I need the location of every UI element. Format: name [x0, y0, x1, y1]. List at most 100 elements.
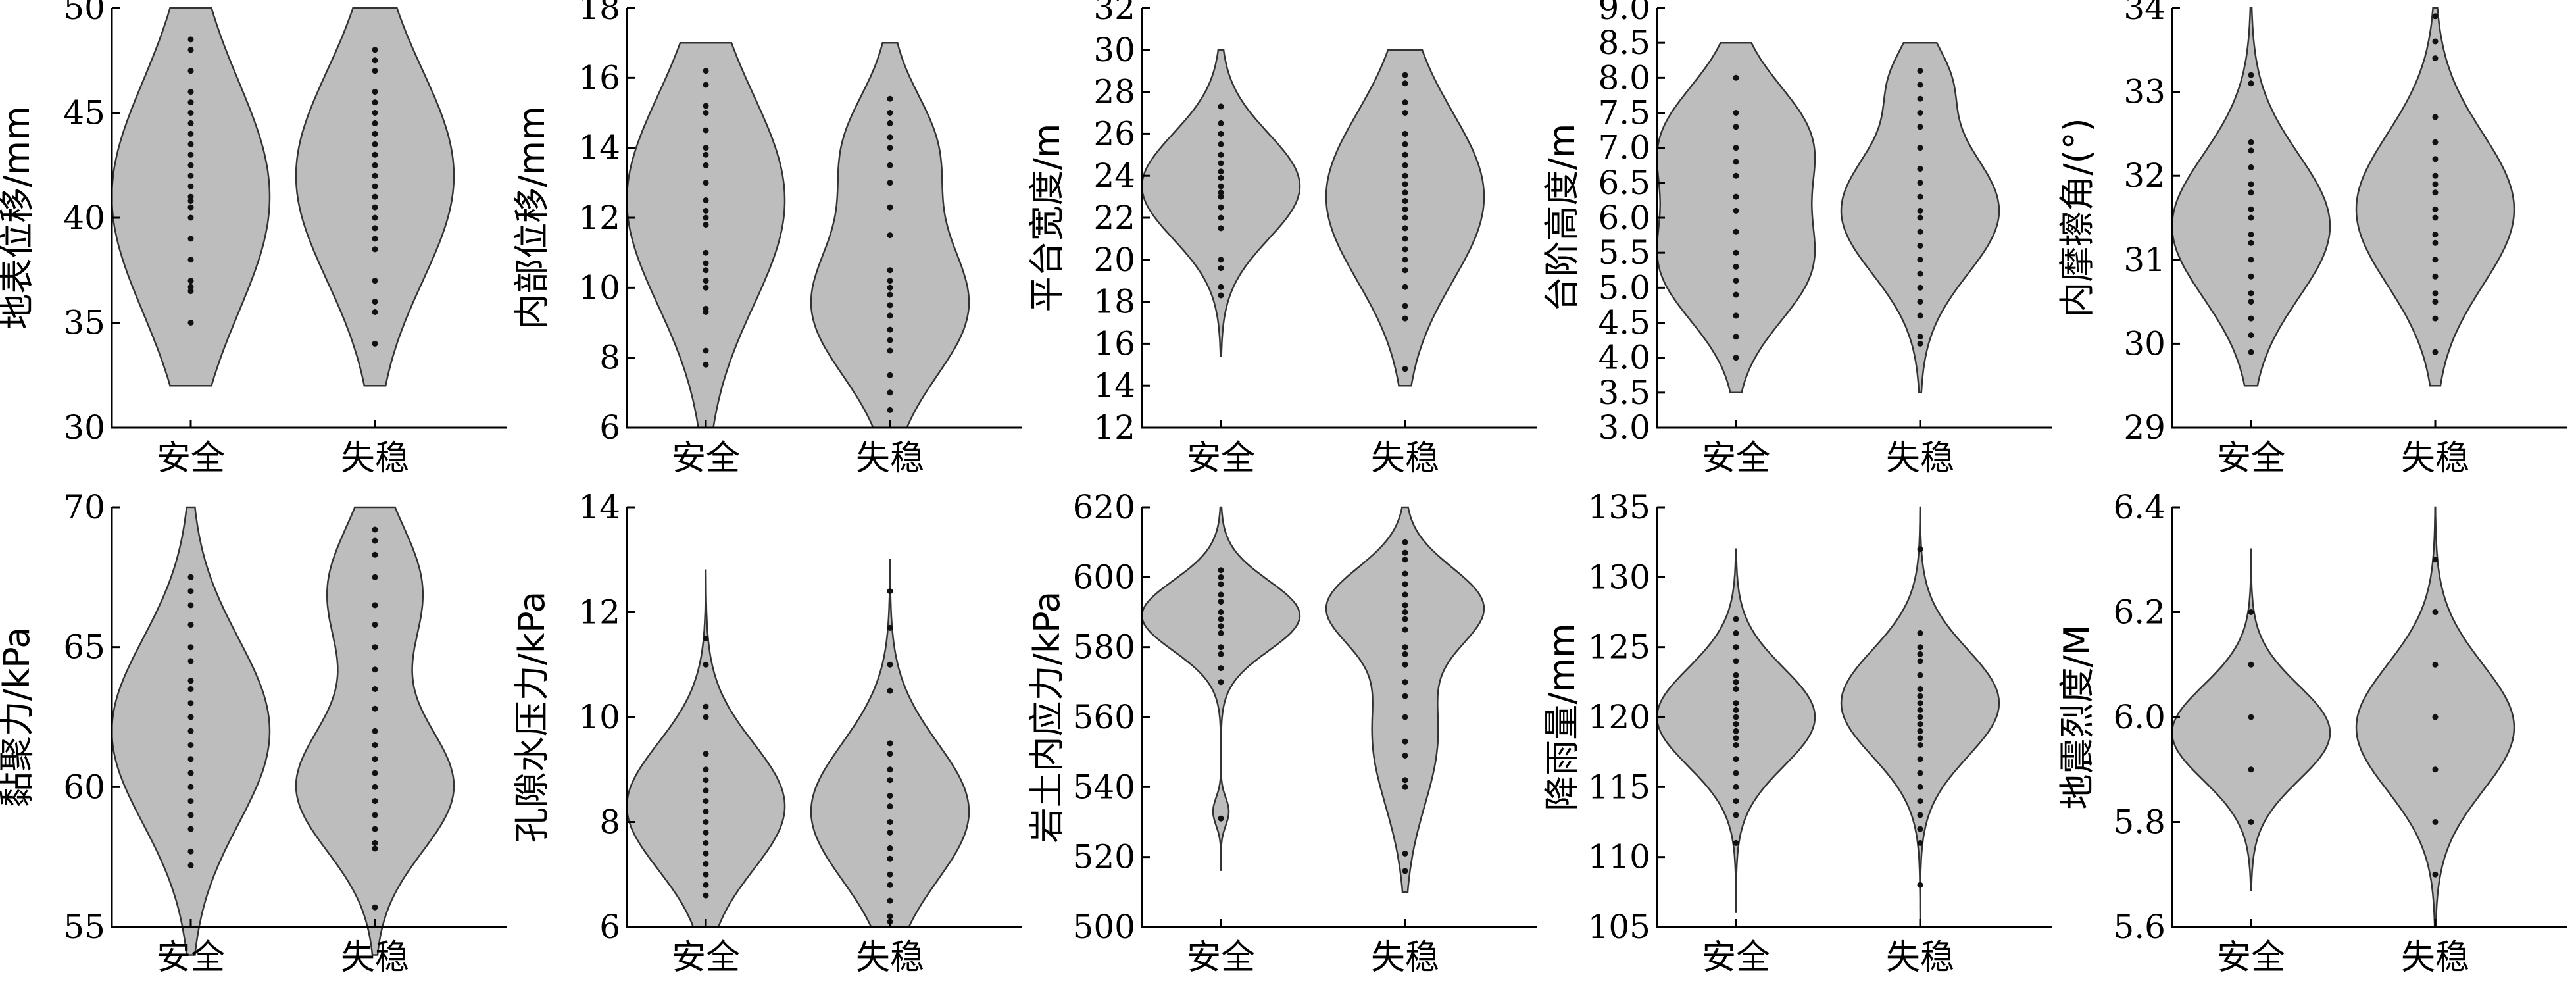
data-point	[372, 225, 378, 232]
data-point	[187, 588, 194, 595]
violin-chart: 500 520 540 560 580 600 620 安全 失稳 岩土内应力/kPa	[1026, 488, 1537, 978]
data-point	[372, 340, 378, 347]
data-point	[887, 95, 893, 102]
data-point	[887, 777, 893, 784]
data-point	[703, 830, 709, 836]
data-point	[1733, 839, 1739, 846]
data-point	[887, 337, 893, 343]
data-point	[1402, 570, 1408, 577]
data-point	[1218, 623, 1224, 630]
data-point	[187, 162, 194, 168]
data-point	[2248, 315, 2254, 322]
y-tick-label: 70	[63, 488, 105, 526]
data-point	[1402, 626, 1408, 633]
panel-pore-pressure: 6 8 10 12 14 安全 失稳 孔隙水压力/kPa	[511, 488, 1030, 998]
data-point	[887, 110, 893, 116]
data-point	[887, 145, 893, 151]
data-point	[1218, 644, 1224, 651]
y-tick-label: 14	[578, 129, 620, 167]
data-point	[1402, 225, 1408, 232]
data-point	[1218, 679, 1224, 686]
data-point	[1917, 721, 1923, 728]
data-point	[1917, 707, 1923, 713]
y-tick-label: 55	[63, 908, 105, 946]
data-point	[703, 249, 709, 256]
data-point	[1402, 151, 1408, 158]
data-point	[2432, 181, 2439, 187]
data-point	[887, 624, 893, 631]
x-category-label: 失稳	[1886, 938, 1954, 978]
data-point	[1733, 686, 1739, 692]
data-point	[2432, 114, 2439, 120]
data-point	[2432, 38, 2439, 45]
y-tick-label: 12	[578, 593, 620, 632]
data-point	[1917, 257, 1923, 263]
data-point	[703, 871, 709, 878]
data-point	[187, 204, 194, 211]
y-tick-label: 110	[1588, 838, 1650, 876]
x-category-label: 失稳	[2401, 938, 2469, 978]
x-category-label: 安全	[1187, 938, 1255, 978]
data-point	[1733, 228, 1739, 235]
data-point	[887, 661, 893, 668]
y-tick-label: 8.5	[1598, 24, 1650, 62]
data-point	[1402, 198, 1408, 204]
data-point	[372, 214, 378, 221]
data-point	[1402, 214, 1408, 221]
data-point	[187, 47, 194, 53]
data-point	[1218, 609, 1224, 615]
data-point	[1917, 270, 1923, 277]
data-point	[187, 110, 194, 116]
data-point	[1917, 214, 1923, 221]
data-point	[187, 284, 194, 290]
x-category-label: 失稳	[856, 938, 924, 978]
y-tick-label: 5.6	[2113, 908, 2166, 946]
data-point	[1402, 172, 1408, 179]
data-point	[1733, 110, 1739, 116]
data-point	[1402, 784, 1408, 790]
y-tick-label: 7.5	[1598, 94, 1650, 132]
data-point	[1218, 103, 1224, 110]
data-point	[703, 162, 709, 168]
data-point	[1218, 599, 1224, 605]
data-point	[2248, 206, 2254, 212]
y-tick-label: 16	[1093, 324, 1135, 362]
y-tick-label: 5.0	[1598, 268, 1650, 307]
y-tick-label: 8	[599, 803, 620, 841]
x-category-label: 失稳	[341, 439, 409, 478]
data-point	[372, 526, 378, 533]
data-point	[1917, 798, 1923, 805]
y-tick-label: 3.5	[1598, 374, 1650, 412]
y-tick-label: 24	[1093, 157, 1135, 195]
data-point	[2432, 139, 2439, 145]
y-tick-label: 50	[63, 0, 105, 27]
data-point	[1218, 567, 1224, 574]
data-point	[1917, 686, 1923, 692]
data-point	[1218, 168, 1224, 175]
data-point	[1218, 183, 1224, 189]
data-point	[372, 89, 378, 95]
data-point	[2432, 13, 2439, 20]
data-point	[372, 784, 378, 790]
data-point	[703, 214, 709, 221]
data-point	[1733, 812, 1739, 818]
data-point	[887, 162, 893, 168]
data-point	[887, 793, 893, 799]
data-point	[187, 288, 194, 295]
data-point	[2432, 349, 2439, 355]
y-tick-label: 16	[578, 59, 620, 97]
data-point	[1402, 284, 1408, 290]
data-point	[187, 602, 194, 609]
data-point	[372, 666, 378, 673]
y-tick-label: 540	[1073, 768, 1135, 806]
data-point	[1402, 581, 1408, 587]
data-point	[1402, 609, 1408, 615]
y-tick-label: 34	[2123, 0, 2166, 27]
data-point	[1402, 303, 1408, 309]
y-tick-label: 29	[2123, 409, 2166, 447]
data-point	[887, 687, 893, 694]
data-point	[187, 700, 194, 707]
data-point	[372, 742, 378, 748]
data-point	[2432, 661, 2439, 668]
data-point	[887, 389, 893, 396]
